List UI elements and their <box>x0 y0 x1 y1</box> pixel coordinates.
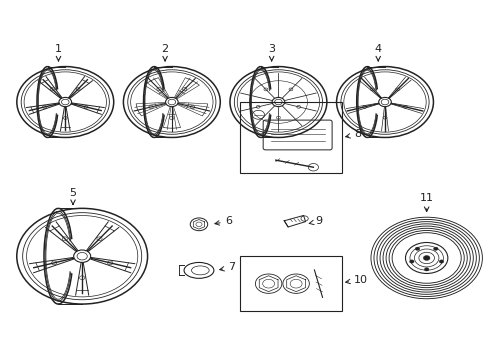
Text: 4: 4 <box>375 44 382 61</box>
Circle shape <box>434 247 438 250</box>
Bar <box>240 256 342 311</box>
Text: 10: 10 <box>346 275 368 285</box>
Circle shape <box>423 256 430 260</box>
Text: 1: 1 <box>55 44 62 61</box>
Bar <box>240 102 342 173</box>
Circle shape <box>410 260 414 263</box>
Text: 2: 2 <box>162 44 169 61</box>
Text: 9: 9 <box>309 216 322 226</box>
Circle shape <box>424 268 429 271</box>
Text: 7: 7 <box>220 262 235 273</box>
Circle shape <box>415 247 420 250</box>
Circle shape <box>439 260 444 263</box>
Text: 11: 11 <box>419 193 434 211</box>
Text: 6: 6 <box>215 216 233 226</box>
Text: 8: 8 <box>345 130 361 139</box>
Text: 5: 5 <box>70 188 76 204</box>
Text: 3: 3 <box>268 44 275 61</box>
